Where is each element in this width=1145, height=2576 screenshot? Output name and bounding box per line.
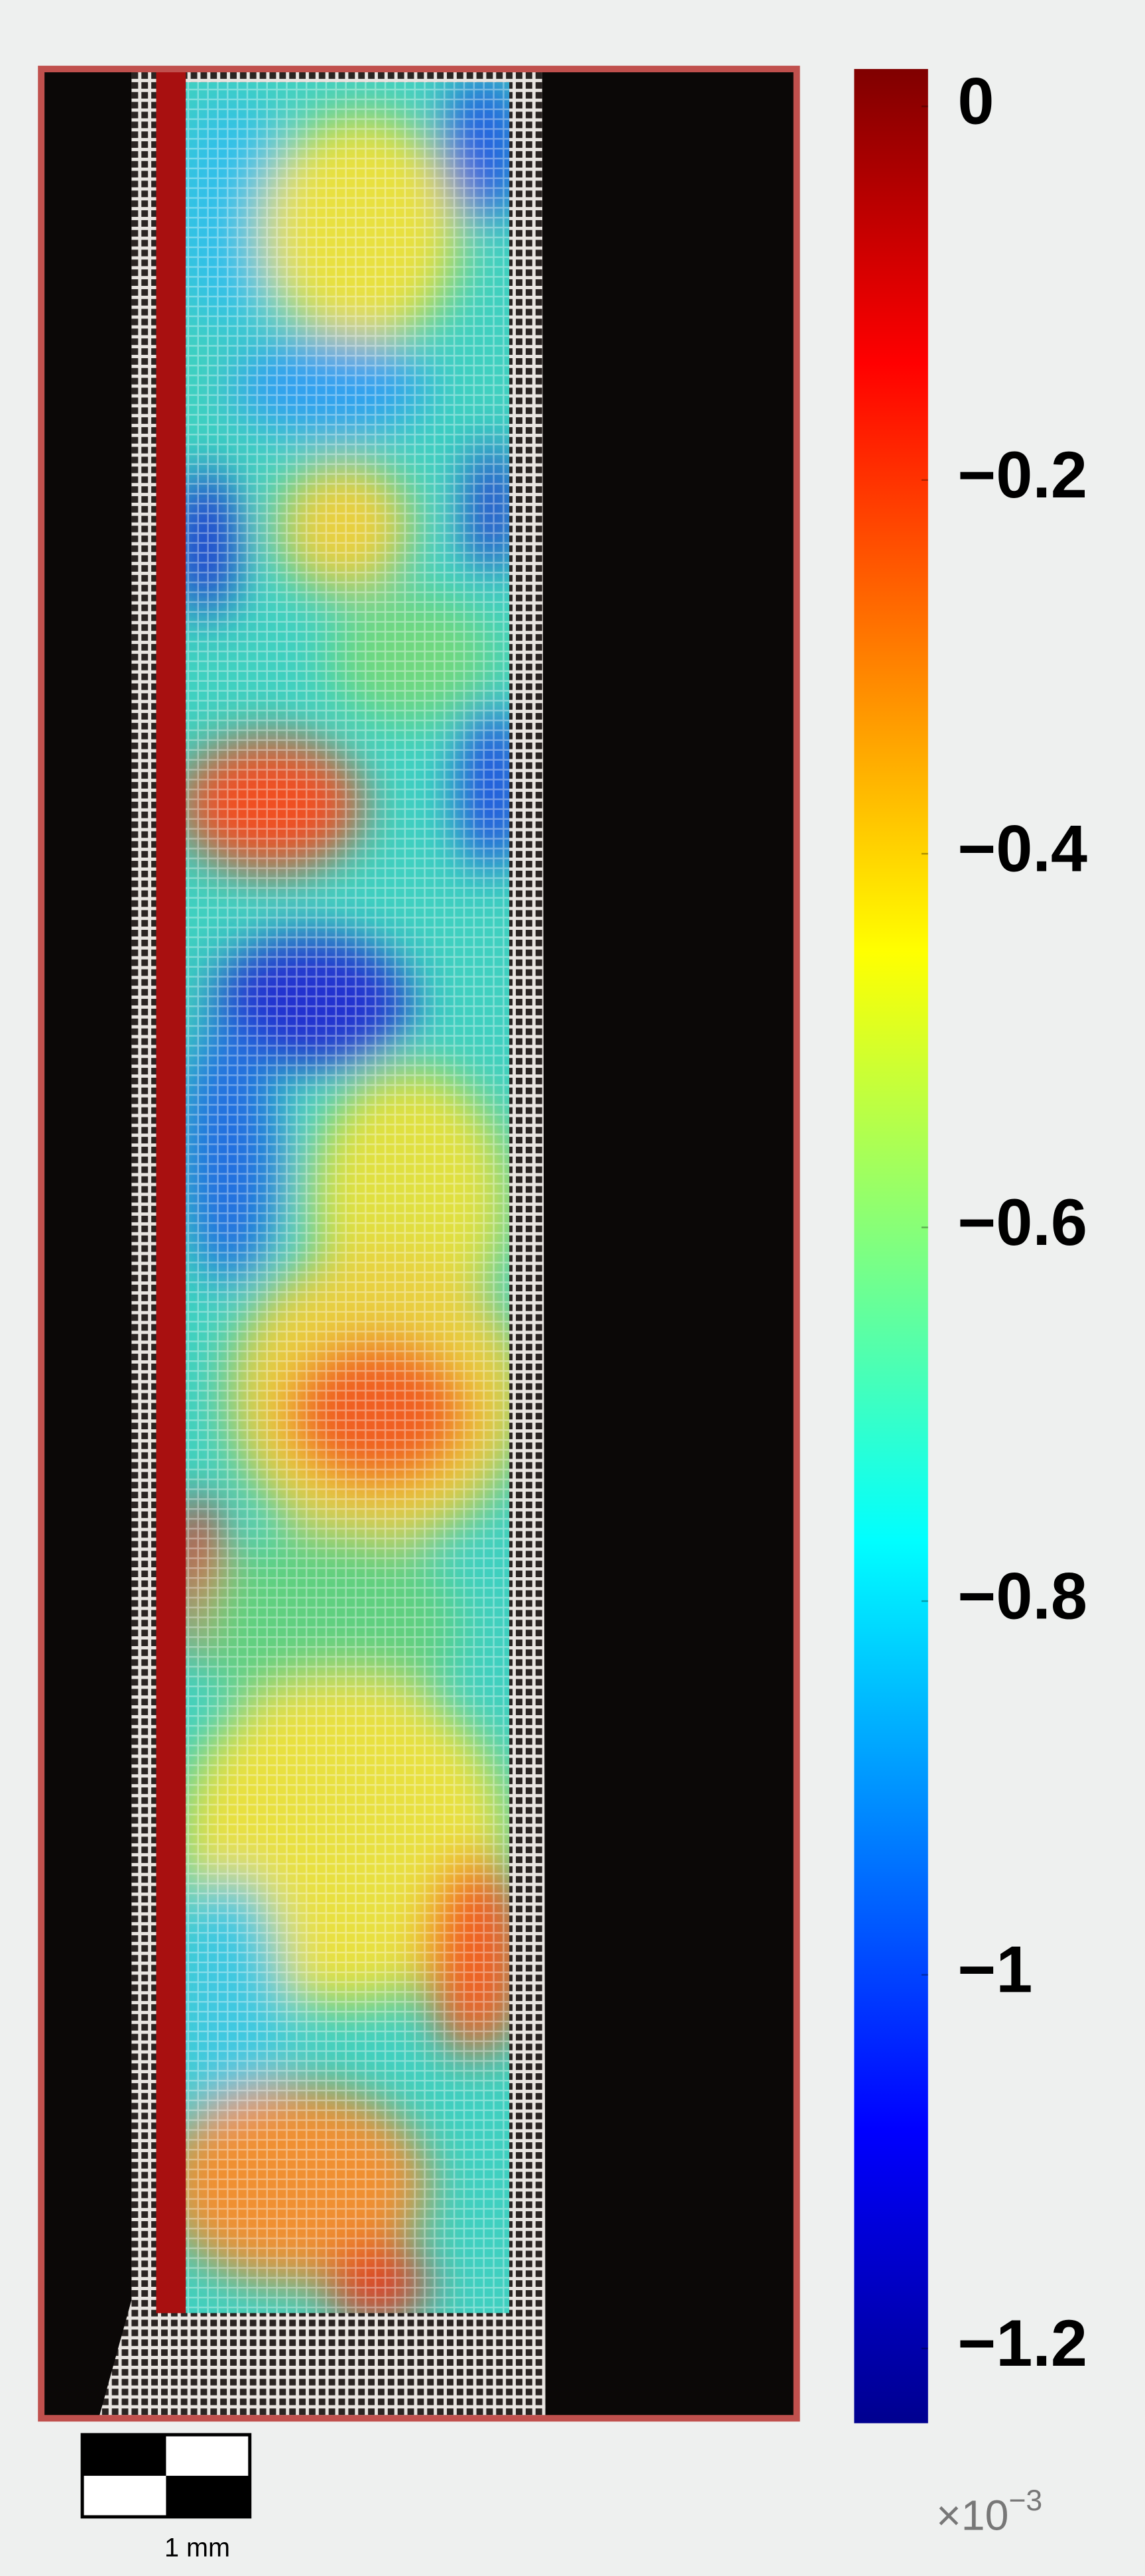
colorbar-tick-label: −0.8 xyxy=(957,1559,1087,1632)
strain-field xyxy=(186,82,510,2313)
colorbar-gradient xyxy=(854,69,928,2423)
scale-bar: 1 mm xyxy=(80,2433,252,2562)
scale-bar-label: 1 mm xyxy=(164,2533,230,2562)
colorbar-tick-label: 0 xyxy=(957,64,994,138)
colorbar-multiplier: ×10−3 xyxy=(936,2484,1042,2540)
colorbar-tick-label: −0.2 xyxy=(957,438,1087,511)
multiplier-exponent: −3 xyxy=(1008,2484,1042,2517)
photo xyxy=(38,66,800,2422)
colorbar-tick-label: −0.4 xyxy=(957,811,1087,885)
colorbar: 0 −0.2 −0.4 −0.6 −0.8 −1 −1.2 xyxy=(854,64,1087,2423)
specimen-edge xyxy=(156,69,186,2313)
photo-frame xyxy=(38,66,800,2422)
colorbar-tick-label: −1.2 xyxy=(957,2306,1087,2380)
colorbar-tick-label: −1 xyxy=(957,1933,1032,2006)
colorbar-tick-label: −0.6 xyxy=(957,1185,1087,1259)
multiplier-base: ×10 xyxy=(936,2492,1008,2540)
